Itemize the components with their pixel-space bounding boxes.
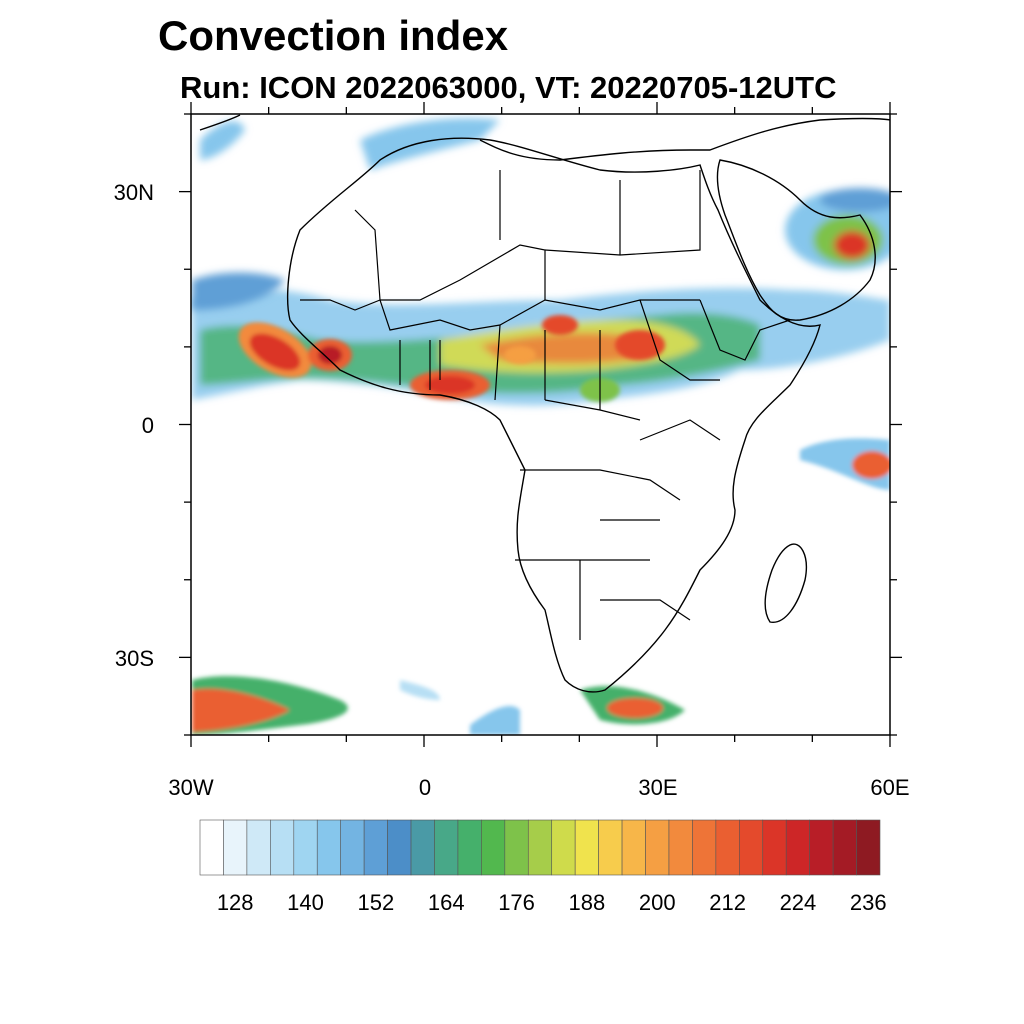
colorbar-swatch (856, 819, 881, 876)
colorbar-swatch (621, 819, 646, 876)
med-coast (479, 117, 890, 161)
convection-field (192, 118, 890, 735)
colorbar-swatch (340, 819, 365, 876)
colorbar-swatch (762, 819, 787, 876)
y-label-30n: 30N (113, 180, 154, 205)
colorbar-label: 236 (849, 890, 887, 915)
colorbar-swatch (293, 819, 318, 876)
colorbar-swatch (199, 819, 224, 876)
colorbar-label: 152 (357, 890, 395, 915)
colorbar-swatch (457, 819, 482, 876)
arabia-coast (716, 159, 876, 321)
arabia-hotspot (785, 188, 890, 270)
colorbar-swatch (246, 819, 271, 876)
colorbar-swatch (809, 819, 834, 876)
north-bands (192, 118, 500, 310)
colorbar-swatch (363, 819, 388, 876)
west-africa-hotspot (238, 322, 490, 400)
madagascar-coast (764, 543, 807, 623)
colorbar-label: 188 (568, 890, 606, 915)
chart-title: Convection index (158, 12, 509, 59)
colorbar-swatch (668, 819, 693, 876)
colorbar-swatch (551, 819, 576, 876)
x-label-30w: 30W (168, 775, 214, 800)
colorbar-swatch (270, 819, 295, 876)
chart-subtitle: Run: ICON 2022063000, VT: 20220705-12UTC (180, 70, 837, 105)
colorbar-label: 140 (287, 890, 324, 915)
africa-coast (286, 137, 821, 693)
colorbar-swatch (785, 819, 810, 876)
coastlines (199, 114, 890, 693)
colorbar-label: 176 (498, 890, 535, 915)
colorbar-swatch (410, 819, 435, 876)
x-label-30e: 30E (638, 775, 678, 800)
colorbar-swatch (832, 819, 857, 876)
colorbar-label: 128 (216, 890, 254, 915)
colorbar-label: 224 (779, 890, 817, 915)
colorbar-swatch (223, 819, 248, 876)
colorbar-swatch (598, 819, 623, 876)
colorbar (199, 819, 881, 876)
colorbar-swatch (574, 819, 599, 876)
colorbar-label: 212 (709, 890, 746, 915)
colorbar-swatch (692, 819, 717, 876)
colorbar-swatch (645, 819, 670, 876)
colorbar-swatch (527, 819, 553, 876)
colorbar-swatch (504, 819, 529, 876)
iberia-coast (199, 114, 241, 131)
colorbar-label: 164 (427, 890, 465, 915)
y-label-30s: 30S (114, 646, 154, 671)
colorbar-swatch (481, 819, 506, 876)
south-bands (192, 676, 685, 735)
colorbar-swatch (715, 819, 740, 876)
colorbar-swatch (387, 819, 412, 876)
axis-ticks (179, 102, 902, 747)
plot-frame (190, 113, 891, 736)
x-label-60e: 60E (870, 775, 910, 800)
y-label-0: 0 (141, 413, 154, 438)
colorbar-swatch (434, 819, 459, 876)
colorbar-swatch (739, 819, 764, 876)
x-label-0: 0 (418, 775, 432, 800)
indian-ocean-band (800, 438, 890, 490)
colorbar-label: 200 (638, 890, 676, 915)
colorbar-swatch (316, 819, 341, 876)
borders (300, 170, 791, 640)
